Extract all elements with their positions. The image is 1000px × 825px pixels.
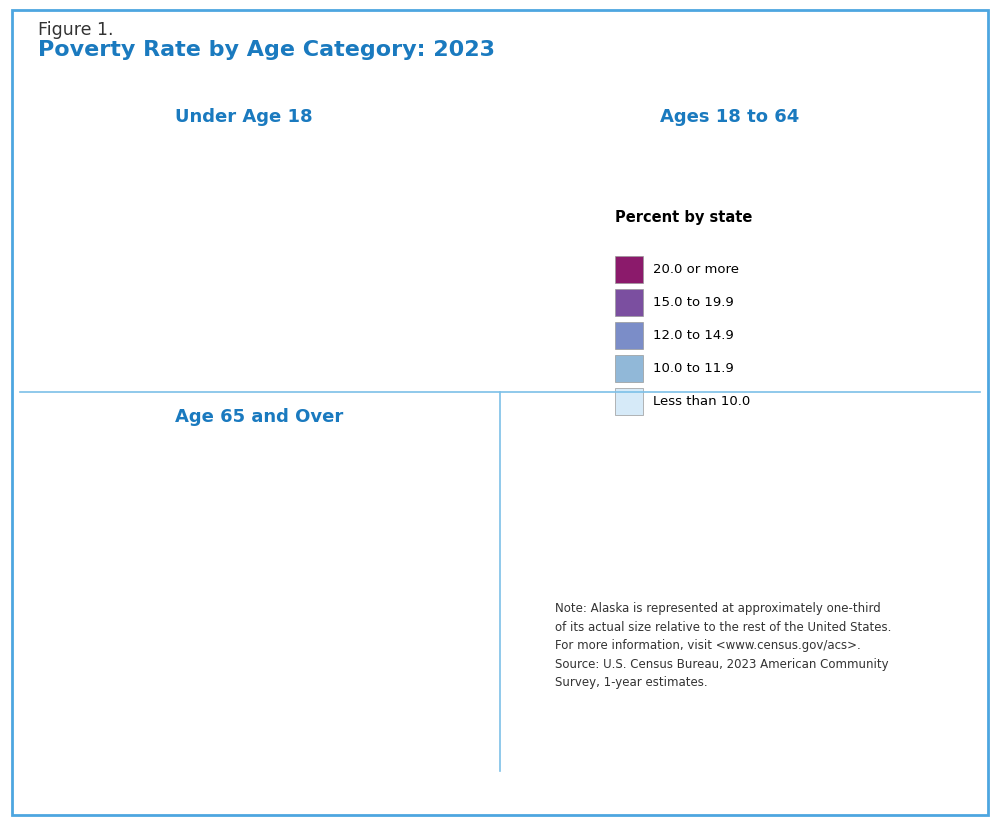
Bar <box>615 256 643 283</box>
Text: 15.0 to 19.9: 15.0 to 19.9 <box>653 296 734 309</box>
Text: 12.0 to 14.9: 12.0 to 14.9 <box>653 329 734 342</box>
Bar <box>615 289 643 316</box>
Bar <box>615 388 643 415</box>
Text: Age 65 and Over: Age 65 and Over <box>175 408 343 426</box>
Text: Ages 18 to 64: Ages 18 to 64 <box>660 108 799 126</box>
Text: Less than 10.0: Less than 10.0 <box>653 395 750 408</box>
Text: 20.0 or more: 20.0 or more <box>653 263 739 276</box>
Text: Percent by state: Percent by state <box>615 210 752 225</box>
Bar <box>615 355 643 382</box>
Text: Under Age 18: Under Age 18 <box>175 108 313 126</box>
Text: Poverty Rate by Age Category: 2023: Poverty Rate by Age Category: 2023 <box>38 40 495 59</box>
Text: Note: Alaska is represented at approximately one-third
of its actual size relati: Note: Alaska is represented at approxima… <box>555 602 891 689</box>
Text: Figure 1.: Figure 1. <box>38 21 114 40</box>
Bar <box>615 322 643 349</box>
Text: 10.0 to 11.9: 10.0 to 11.9 <box>653 362 734 375</box>
